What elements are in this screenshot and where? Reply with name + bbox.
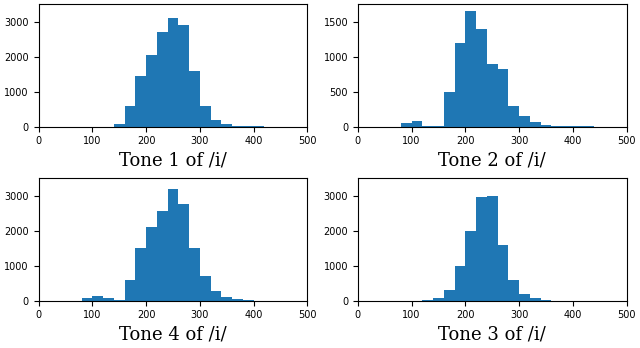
X-axis label: Tone 1 of /i/: Tone 1 of /i/ [119,152,227,170]
Bar [422,300,433,301]
Bar [157,211,168,301]
Bar [465,231,476,301]
Bar [401,123,412,127]
Bar [135,248,146,301]
Bar [433,126,444,127]
Bar [135,76,146,127]
Bar [168,189,179,301]
Bar [179,204,189,301]
Bar [519,116,530,127]
Bar [497,69,508,127]
Bar [221,297,232,301]
Bar [551,126,562,127]
Bar [146,55,157,127]
Bar [530,122,541,127]
Bar [221,124,232,127]
Bar [114,124,125,127]
Bar [454,266,465,301]
Bar [125,280,135,301]
Bar [487,64,497,127]
Bar [232,126,243,127]
Bar [476,197,487,301]
Bar [243,300,253,301]
Bar [444,290,454,301]
Bar [189,248,200,301]
Bar [200,105,211,127]
Bar [146,227,157,301]
X-axis label: Tone 4 of /i/: Tone 4 of /i/ [119,326,227,344]
Bar [530,299,541,301]
Bar [200,276,211,301]
X-axis label: Tone 2 of /i/: Tone 2 of /i/ [438,152,546,170]
Bar [103,298,114,301]
Bar [541,125,551,127]
Bar [433,298,444,301]
Bar [508,279,519,301]
Bar [92,296,103,301]
Bar [412,121,422,127]
Bar [476,29,487,127]
Bar [497,245,508,301]
Bar [487,196,497,301]
Bar [541,300,551,301]
Bar [444,92,454,127]
Bar [125,105,135,127]
Bar [189,71,200,127]
Bar [454,43,465,127]
Bar [157,32,168,127]
Bar [81,298,92,301]
Bar [114,300,125,301]
Bar [465,11,476,127]
Bar [211,291,221,301]
Bar [168,18,179,127]
Bar [508,105,519,127]
Bar [232,299,243,301]
Bar [211,120,221,127]
Bar [422,126,433,127]
X-axis label: Tone 3 of /i/: Tone 3 of /i/ [438,326,546,344]
Bar [179,25,189,127]
Bar [519,294,530,301]
